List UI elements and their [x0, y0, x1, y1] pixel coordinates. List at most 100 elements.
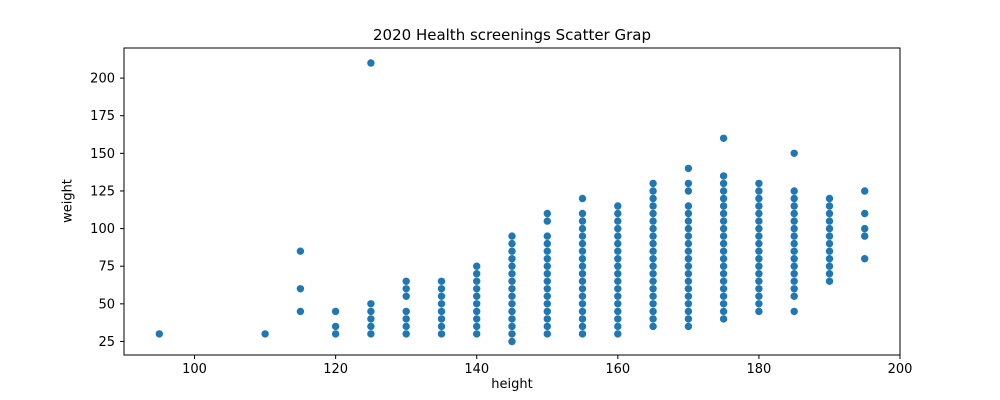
scatter-point: [296, 285, 305, 293]
y-tick-label: 50: [98, 297, 115, 312]
scatter-point: [755, 202, 763, 210]
scatter-point: [684, 270, 693, 278]
scatter-point: [437, 330, 446, 338]
scatter-point: [719, 187, 728, 195]
scatter-point: [790, 217, 798, 225]
y-tick-label: 125: [90, 184, 115, 199]
scatter-point: [508, 330, 516, 338]
scatter-point: [543, 292, 551, 300]
scatter-point: [614, 330, 622, 338]
scatter-point: [402, 307, 410, 316]
scatter-point: [614, 202, 622, 210]
x-tick-label: 200: [888, 362, 913, 377]
scatter-point: [543, 277, 551, 285]
scatter-point: [684, 247, 693, 255]
scatter-point: [790, 292, 798, 300]
scatter-point: [614, 232, 622, 240]
scatter-point: [578, 232, 587, 240]
chart-title: 2020 Health screenings Scatter Grap: [373, 26, 651, 44]
scatter-point: [719, 202, 728, 210]
scatter-point: [790, 202, 798, 210]
scatter-point: [861, 255, 869, 263]
scatter-point: [614, 255, 622, 263]
scatter-point: [755, 194, 763, 203]
scatter-point: [543, 285, 551, 293]
scatter-point: [473, 270, 481, 278]
scatter-point: [543, 270, 551, 278]
scatter-point: [578, 300, 587, 308]
scatter-point: [684, 164, 693, 173]
scatter-point: [719, 217, 728, 225]
scatter-point: [508, 277, 516, 285]
scatter-point: [473, 322, 481, 331]
scatter-point: [649, 224, 657, 233]
scatter-point: [543, 232, 551, 240]
scatter-point: [790, 239, 798, 248]
scatter-point: [296, 307, 305, 316]
scatter-point: [861, 209, 869, 218]
scatter-point: [790, 209, 798, 218]
scatter-point: [614, 247, 622, 255]
scatter-point: [402, 277, 410, 285]
scatter-point: [508, 285, 516, 293]
scatter-point: [790, 285, 798, 293]
scatter-point: [614, 285, 622, 293]
scatter-point: [755, 262, 763, 270]
scatter-point: [578, 239, 587, 248]
scatter-point: [684, 239, 693, 248]
scatter-point: [825, 202, 834, 210]
scatter-point: [719, 255, 728, 263]
scatter-point: [684, 292, 693, 300]
scatter-point: [790, 247, 798, 255]
scatter-point: [578, 247, 587, 255]
scatter-point: [155, 330, 163, 338]
scatter-point: [825, 194, 834, 203]
scatter-point: [508, 300, 516, 308]
scatter-point: [578, 270, 587, 278]
scatter-point: [508, 292, 516, 300]
scatter-point: [790, 270, 798, 278]
scatter-point: [861, 232, 869, 240]
scatter-point: [684, 224, 693, 233]
scatter-point: [684, 202, 693, 210]
scatter-point: [508, 247, 516, 255]
scatter-point: [649, 307, 657, 316]
scatter-point: [649, 292, 657, 300]
scatter-point: [825, 247, 834, 255]
scatter-point: [261, 330, 269, 338]
scatter-point: [578, 292, 587, 300]
scatter-point: [719, 247, 728, 255]
scatter-point: [508, 262, 516, 270]
scatter-point: [684, 322, 693, 331]
scatter-point: [719, 134, 728, 142]
x-tick-label: 180: [746, 362, 771, 377]
scatter-point: [825, 255, 834, 263]
scatter-point: [684, 232, 693, 240]
y-tick-label: 75: [98, 260, 115, 275]
scatter-point: [755, 232, 763, 240]
scatter-point: [719, 224, 728, 233]
scatter-point: [543, 262, 551, 270]
scatter-point: [473, 300, 481, 308]
scatter-point: [861, 187, 869, 195]
scatter-point: [614, 262, 622, 270]
scatter-point: [367, 330, 375, 338]
scatter-point: [578, 322, 587, 331]
scatter-point: [719, 270, 728, 278]
y-tick-label: 25: [98, 335, 115, 350]
scatter-point: [367, 300, 375, 308]
scatter-point: [437, 300, 446, 308]
scatter-point: [367, 307, 375, 316]
scatter-point: [508, 255, 516, 263]
scatter-point: [578, 209, 587, 218]
scatter-point: [614, 270, 622, 278]
scatter-point: [649, 255, 657, 263]
scatter-point: [578, 224, 587, 233]
scatter-point: [649, 239, 657, 248]
scatter-point: [719, 262, 728, 270]
scatter-point: [755, 217, 763, 225]
scatter-point: [614, 300, 622, 308]
scatter-point: [755, 270, 763, 278]
scatter-point: [614, 224, 622, 233]
